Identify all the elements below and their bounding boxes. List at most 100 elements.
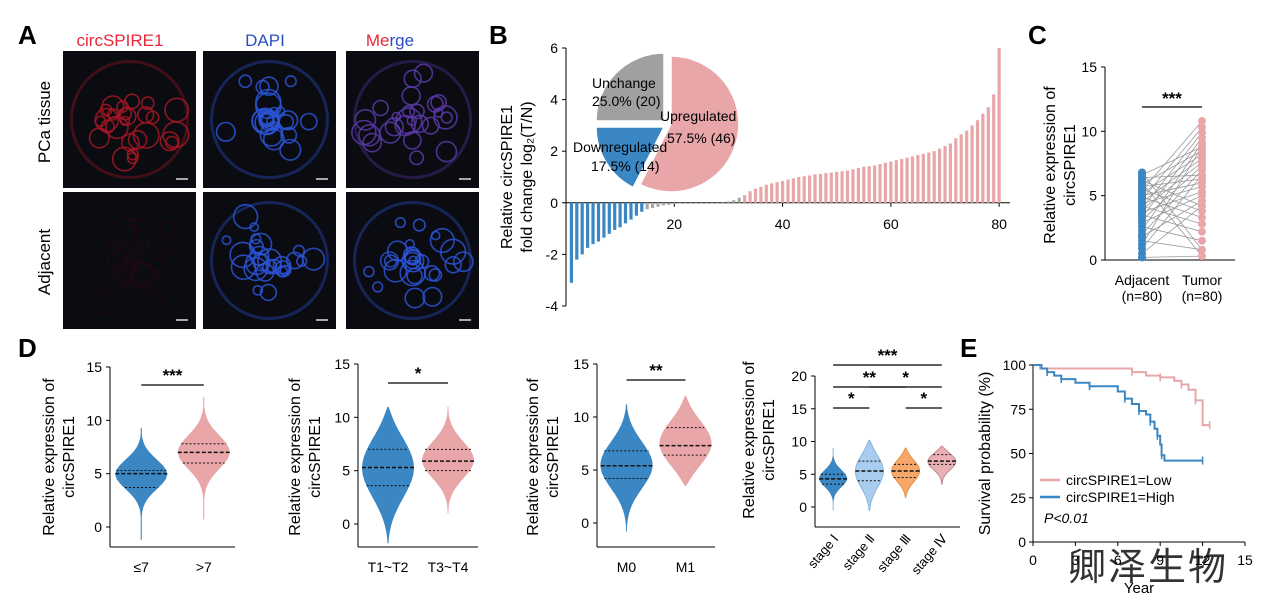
- bar: [818, 173, 823, 203]
- y-tick-label: 15: [334, 356, 350, 372]
- pie-slice-value: 17.5% (14): [591, 158, 659, 174]
- violin-shape: [891, 447, 921, 498]
- y-axis-label-line1: Relative expression of: [525, 378, 542, 536]
- panel-label-c: C: [1028, 20, 1047, 50]
- bar: [845, 170, 850, 203]
- tissue-gland: [164, 135, 179, 150]
- bar: [645, 202, 649, 210]
- bar: [802, 176, 806, 203]
- tissue-gland: [100, 119, 115, 134]
- tumor-point: [1198, 213, 1206, 222]
- tissue-gland: [372, 99, 389, 117]
- tissue-gland: [258, 110, 280, 132]
- bar: [629, 202, 633, 220]
- x-tick-label: 6: [1114, 552, 1122, 568]
- pie-slice-value: 57.5% (46): [667, 130, 735, 146]
- x-tick-label: 9: [1156, 552, 1164, 568]
- tissue-gland: [404, 239, 416, 250]
- x-tick-label: 3: [1072, 552, 1080, 568]
- tissue-gland: [111, 216, 139, 244]
- bar: [634, 202, 638, 216]
- bar: [921, 153, 925, 203]
- pie-slice-value: 25.0% (20): [592, 93, 660, 109]
- bar: [970, 125, 974, 203]
- tissue-gland: [428, 268, 443, 282]
- tissue-gland: [128, 262, 155, 289]
- tissue-gland: [136, 241, 151, 256]
- bar: [618, 202, 622, 228]
- merge-part-red: Me: [366, 31, 390, 50]
- tissue-gland: [413, 63, 434, 83]
- bar: [829, 172, 833, 203]
- tissue-gland: [152, 245, 169, 261]
- bar: [894, 160, 898, 203]
- tumor-point: [1198, 117, 1206, 126]
- tissue-gland: [107, 250, 129, 272]
- bar: [948, 143, 952, 203]
- tissue-gland: [119, 115, 131, 127]
- significance-label: ***: [878, 346, 898, 365]
- pie-slice-label: Upregulated: [660, 108, 736, 124]
- row-label-pca-tissue: PCa tissue: [35, 81, 54, 163]
- bar: [932, 151, 936, 203]
- watermark: 卿泽生物: [1068, 547, 1228, 589]
- y-tick-label: 0: [550, 195, 558, 211]
- x-category-label: T1~T2: [368, 559, 409, 575]
- bar: [613, 202, 617, 230]
- pair-line: [1141, 240, 1203, 251]
- panel-label-d: D: [18, 333, 37, 363]
- tissue-gland: [296, 255, 308, 267]
- bar: [651, 202, 655, 208]
- y-tick-label: 50: [1010, 446, 1026, 462]
- tissue-gland: [137, 106, 155, 124]
- pair-line: [1141, 179, 1203, 207]
- pie-slice: [639, 55, 740, 193]
- tissue-gland: [125, 248, 143, 266]
- bar: [965, 130, 969, 203]
- y-axis-label-line2: fold change log₂(T/N): [519, 101, 536, 252]
- y-axis-label-line2: circSPIRE1: [307, 416, 324, 498]
- x-n-label: (n=80): [1182, 288, 1223, 304]
- tissue-gland: [215, 121, 236, 142]
- tissue-gland: [259, 76, 279, 96]
- x-category-label: ≤7: [134, 559, 150, 575]
- tissue-gland: [363, 265, 375, 278]
- x-category-label: stage Ⅰ: [805, 531, 842, 571]
- tissue-gland: [386, 240, 408, 262]
- pair-line: [1141, 255, 1203, 258]
- bar: [910, 156, 915, 203]
- bar: [959, 134, 963, 203]
- tissue-gland: [230, 254, 257, 281]
- bar: [905, 157, 909, 203]
- bar: [851, 169, 855, 203]
- y-tick-label: 0: [342, 516, 350, 532]
- bar: [699, 202, 703, 204]
- x-tick-label: 12: [1195, 552, 1211, 568]
- pair-line: [1141, 205, 1203, 225]
- tissue-gland: [159, 131, 180, 152]
- bar: [824, 173, 828, 203]
- tissue-gland: [249, 232, 273, 256]
- bar: [867, 166, 871, 203]
- panel-d-violin-t-stage: 0 5 10 15 T1~T2 T3~T4 * Relative expression of c…: [287, 356, 478, 575]
- tissue-gland: [118, 270, 135, 287]
- pair-line: [1141, 150, 1203, 185]
- tissue-gland: [121, 203, 140, 222]
- violin-shape: [854, 439, 884, 511]
- bar: [900, 158, 904, 203]
- tissue-gland: [108, 242, 120, 254]
- y-tick-label: 2: [550, 143, 558, 159]
- tissue-gland: [111, 146, 137, 172]
- bar: [732, 200, 736, 203]
- violin-shape: [600, 404, 653, 532]
- tissue-gland: [118, 106, 133, 121]
- pair-line: [1141, 146, 1203, 245]
- pie-slice-label: Downregulated: [573, 139, 667, 155]
- pie-slice: [595, 52, 665, 122]
- tissue-gland: [221, 235, 232, 246]
- tissue-gland: [111, 259, 135, 282]
- bar: [938, 148, 942, 203]
- micrograph-tile: [203, 51, 336, 188]
- y-tick-label: 5: [799, 466, 807, 482]
